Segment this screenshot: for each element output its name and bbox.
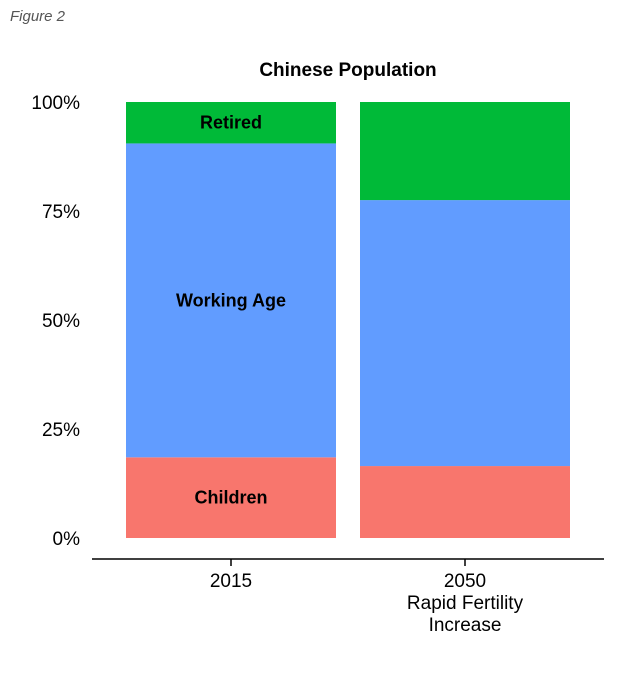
bars: Children Working Age Retired [126,102,570,538]
segment-label: Retired [200,113,262,133]
chart-title: Chinese Population [259,60,436,81]
bar-segment [360,200,570,467]
y-tick-label: 25% [42,420,80,441]
bar-segment [126,457,336,538]
figure-label: Figure 2 [10,8,66,25]
bar-segment [360,466,570,538]
y-tick-label: 100% [31,93,80,114]
segment-label: Working Age [176,290,286,310]
bar-segment [360,102,570,201]
x-tick-label: 2050 Rapid Fertility Increase [407,571,524,636]
bar-segment [126,102,336,144]
y-axis: 0% 25% 50% 75% 100% [31,93,80,550]
x-axis: 2015 2050 Rapid Fertility Increase [210,559,524,636]
segment-label: Children [194,488,267,508]
y-tick-label: 0% [53,529,81,550]
bar-segment [126,143,336,458]
y-tick-label: 50% [42,311,80,332]
x-tick-label: 2015 [210,571,252,592]
y-tick-label: 75% [42,202,80,223]
